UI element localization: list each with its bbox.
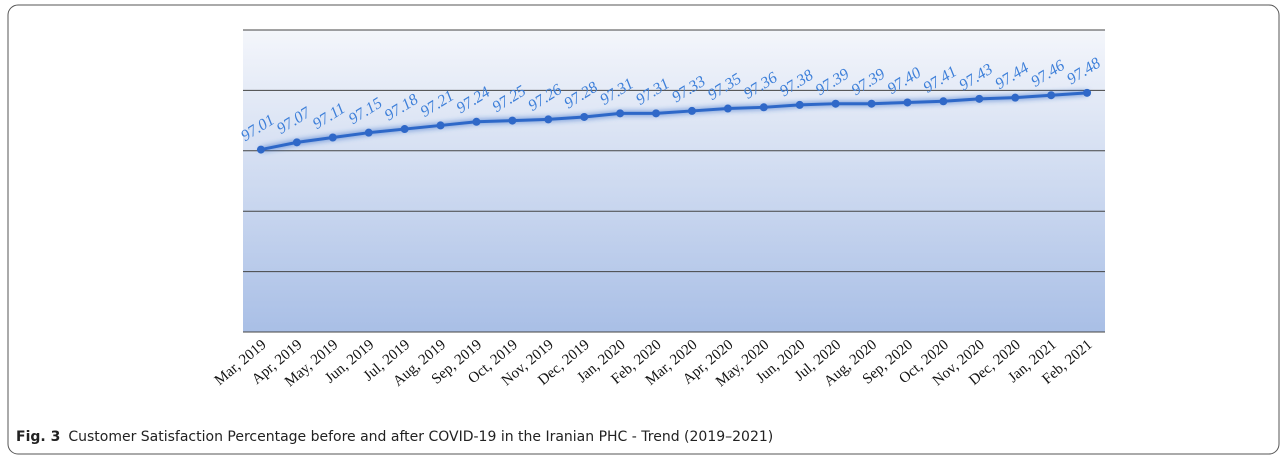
point [652, 109, 661, 118]
line [260, 91, 1088, 152]
point [723, 104, 732, 113]
point [364, 128, 373, 137]
caption: Fig. 3 Customer Satisfaction Percentage b… [16, 429, 773, 445]
caption-text: Customer Satisfaction Percentage before … [68, 429, 773, 445]
point [328, 133, 337, 142]
point [580, 112, 589, 121]
point [1047, 91, 1056, 100]
point [508, 116, 517, 125]
point [400, 125, 409, 134]
point [831, 99, 840, 108]
point [1083, 88, 1092, 97]
caption-label: Fig. 3 [16, 429, 60, 445]
frame [7, 4, 1280, 455]
point [975, 94, 984, 103]
point [687, 106, 696, 115]
plot-area [243, 30, 1105, 332]
point [1011, 93, 1020, 102]
point [939, 97, 948, 106]
point [616, 109, 625, 118]
point [544, 115, 553, 124]
point [759, 103, 768, 112]
point [436, 121, 445, 130]
point [292, 138, 301, 147]
point [795, 100, 804, 109]
point [256, 145, 265, 154]
point [867, 99, 876, 108]
point [903, 98, 912, 107]
point [472, 117, 481, 126]
